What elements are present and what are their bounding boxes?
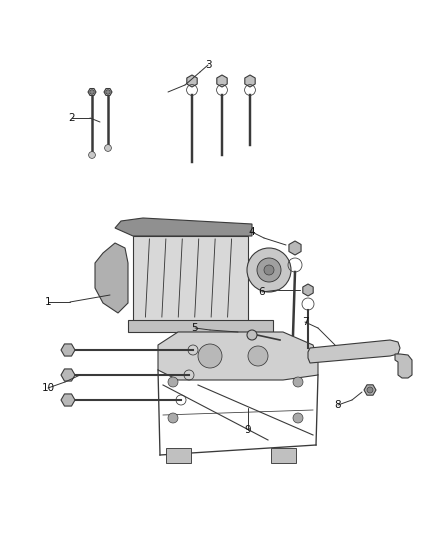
Circle shape [293,413,303,423]
Polygon shape [61,344,75,356]
Circle shape [293,377,303,387]
Polygon shape [61,369,75,381]
Polygon shape [104,88,112,95]
Circle shape [168,377,178,387]
Polygon shape [289,241,301,255]
Polygon shape [95,243,128,313]
Text: 1: 1 [45,297,51,307]
Polygon shape [303,284,313,296]
Polygon shape [217,75,227,87]
Bar [271,448,296,463]
Bar [133,236,248,321]
Circle shape [88,151,95,158]
Polygon shape [158,332,318,380]
Circle shape [198,344,222,368]
Polygon shape [61,394,75,406]
Circle shape [247,248,291,292]
Circle shape [106,90,110,94]
Circle shape [168,413,178,423]
Polygon shape [115,218,252,236]
Text: 9: 9 [245,425,251,435]
Bar [128,320,273,332]
Text: 3: 3 [205,60,211,70]
Polygon shape [187,75,197,87]
Polygon shape [245,75,255,87]
Text: 4: 4 [249,227,255,237]
Text: 10: 10 [42,383,55,393]
Circle shape [248,346,268,366]
Circle shape [264,265,274,275]
Circle shape [257,258,281,282]
Text: 5: 5 [192,323,198,333]
Circle shape [367,387,373,393]
Circle shape [247,330,257,340]
Bar [166,448,191,463]
Circle shape [105,144,111,151]
Polygon shape [308,340,400,363]
Circle shape [90,90,94,94]
Text: 6: 6 [259,287,265,297]
Polygon shape [364,385,376,395]
Text: 8: 8 [335,400,341,410]
Text: 2: 2 [69,113,75,123]
Polygon shape [395,354,412,378]
Polygon shape [88,88,96,95]
Text: 7: 7 [302,317,308,327]
